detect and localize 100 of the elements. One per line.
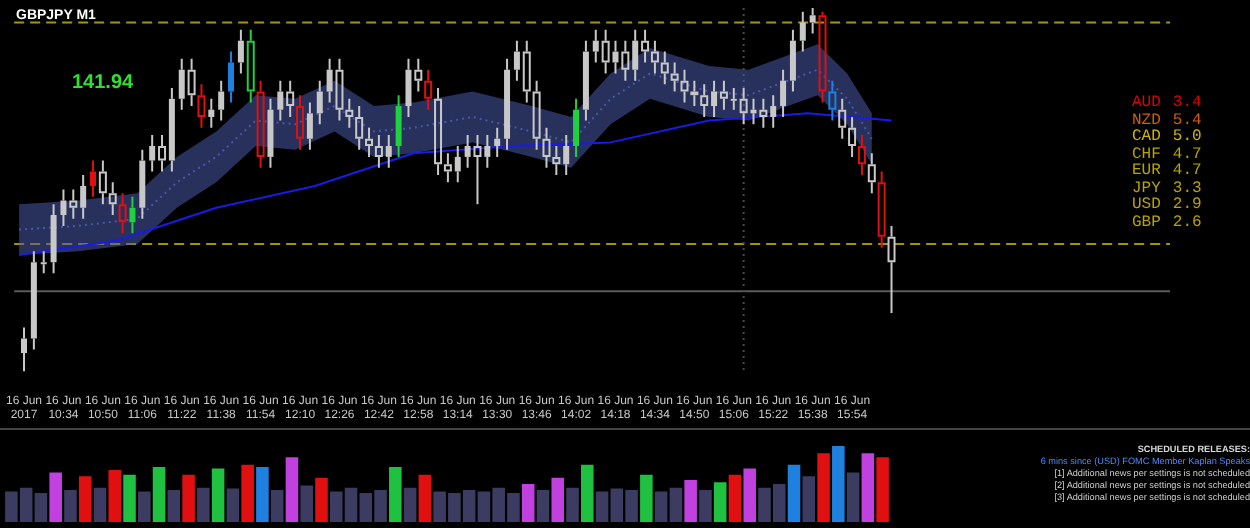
candlestick <box>504 57 511 151</box>
data-label: 5.4 <box>1172 111 1202 129</box>
category-label: CHF <box>1132 145 1161 163</box>
bar <box>49 472 62 523</box>
candlestick <box>828 79 837 122</box>
bar <box>285 457 299 523</box>
bar <box>787 464 801 523</box>
candlestick <box>799 10 806 53</box>
candlestick <box>197 83 206 129</box>
candlestick <box>30 250 37 351</box>
bar <box>256 467 269 523</box>
candlestick <box>335 57 344 122</box>
candlestick <box>809 7 816 35</box>
bar <box>846 472 860 523</box>
bar <box>832 445 845 523</box>
candlestick <box>139 148 146 220</box>
category-label: EUR <box>1132 162 1161 180</box>
candlestick <box>494 126 501 158</box>
bar <box>389 467 402 523</box>
bar <box>521 483 535 523</box>
bar <box>78 476 92 523</box>
candlestick <box>237 28 244 75</box>
candlestick <box>228 50 235 104</box>
candlestick <box>887 224 896 315</box>
category-label: CAD <box>1132 128 1161 146</box>
candlestick <box>267 97 274 169</box>
bar <box>861 453 875 523</box>
bar <box>581 464 594 523</box>
candlestick <box>680 68 689 104</box>
bar <box>197 487 210 523</box>
candlestick <box>108 181 117 217</box>
candlestick <box>256 79 265 169</box>
candlestick <box>395 94 402 158</box>
bar <box>64 489 77 523</box>
candlestick <box>522 39 531 104</box>
data-label: 5.0 <box>1172 128 1202 146</box>
bar <box>152 467 166 523</box>
candlestick <box>306 101 313 151</box>
bar <box>241 464 254 523</box>
candlestick <box>573 97 580 158</box>
candlestick <box>838 97 847 140</box>
candlestick <box>40 250 47 275</box>
candlestick <box>789 28 796 93</box>
candlestick <box>208 97 215 129</box>
bar <box>315 477 328 523</box>
bar <box>403 487 417 523</box>
candlestick <box>246 28 255 104</box>
candlestick <box>660 50 669 86</box>
data-label: 2.9 <box>1172 196 1202 214</box>
data-label: 3.3 <box>1172 179 1202 197</box>
candlestick <box>552 145 561 177</box>
category-label: AUD <box>1132 94 1161 112</box>
bar <box>743 468 756 523</box>
candlestick <box>759 97 768 129</box>
bar <box>551 477 565 523</box>
bar <box>182 474 195 523</box>
bar <box>108 470 122 523</box>
bar <box>123 474 136 523</box>
candlestick <box>719 79 728 111</box>
candlestick <box>424 68 433 111</box>
bar <box>270 489 284 523</box>
annotation: 141.94 <box>72 71 135 94</box>
data-label: 3.4 <box>1172 94 1202 112</box>
candlestick <box>601 28 610 75</box>
bar <box>640 474 653 523</box>
candlestick <box>818 10 827 104</box>
bar <box>876 457 889 523</box>
bar <box>684 480 697 523</box>
candlestick <box>345 97 354 129</box>
bar <box>167 489 181 523</box>
bar <box>536 489 550 523</box>
bar <box>728 474 742 523</box>
candlestick <box>877 170 886 249</box>
bar <box>226 488 240 523</box>
bar <box>802 476 816 523</box>
candlestick <box>21 326 28 373</box>
candlestick <box>650 39 659 75</box>
candlestick <box>218 79 225 122</box>
category-label: USD <box>1132 196 1161 214</box>
candlestick <box>582 39 589 122</box>
candlestick <box>700 83 709 118</box>
candlestick <box>542 126 551 169</box>
candlestick <box>98 159 107 206</box>
category-label: GBP <box>1132 213 1161 231</box>
candlestick <box>365 126 374 158</box>
candlestick <box>434 86 443 177</box>
category-label: NZD <box>1132 111 1161 129</box>
candlestick <box>780 68 787 118</box>
data-label: 4.7 <box>1172 162 1202 180</box>
candlestick <box>316 79 323 126</box>
bar <box>300 485 313 523</box>
data-label: 2.6 <box>1172 213 1202 231</box>
bar <box>93 487 107 523</box>
candlestick <box>355 105 364 151</box>
bar <box>713 482 727 523</box>
candlestick <box>129 195 136 235</box>
bar <box>138 491 151 523</box>
candlestick <box>50 203 57 275</box>
candlestick <box>296 94 305 151</box>
bar <box>817 453 830 523</box>
